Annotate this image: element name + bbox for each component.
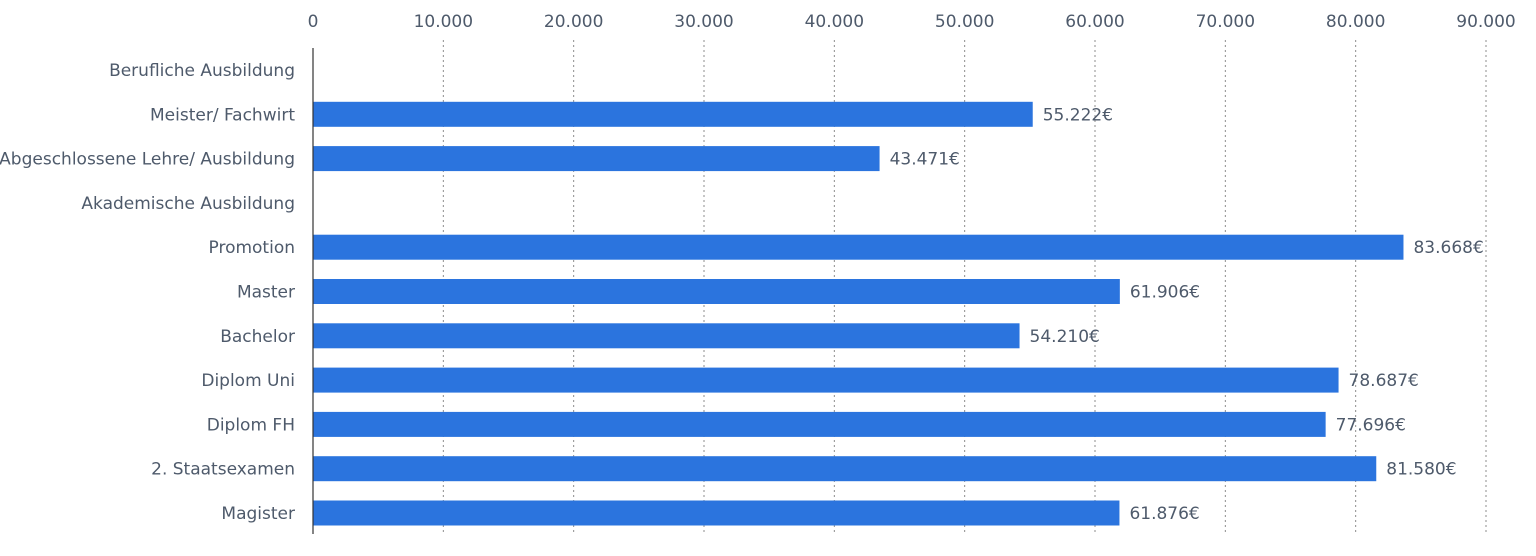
- x-tick-label: 40.000: [805, 12, 864, 32]
- category-label: Master: [237, 283, 295, 303]
- x-tick-label: 20.000: [544, 12, 603, 32]
- bar: [313, 146, 880, 172]
- category-label: Akademische Ausbildung: [81, 194, 295, 214]
- x-tick-label: 80.000: [1326, 12, 1385, 32]
- value-label: 78.687€: [1349, 371, 1419, 391]
- value-label: 83.668€: [1413, 238, 1483, 258]
- bar: [313, 456, 1377, 482]
- category-label: Diplom Uni: [201, 371, 295, 391]
- x-tick-label: 30.000: [674, 12, 733, 32]
- x-tick-label: 10.000: [414, 12, 473, 32]
- value-label: 54.210€: [1030, 327, 1100, 347]
- category-label: Diplom FH: [207, 415, 295, 435]
- value-label: 55.222€: [1043, 105, 1113, 125]
- bar: [313, 101, 1033, 127]
- value-label: 77.696€: [1336, 415, 1406, 435]
- bar: [313, 500, 1120, 526]
- category-label: Bachelor: [220, 327, 295, 347]
- x-tick-label: 0: [308, 12, 319, 32]
- value-label: 61.906€: [1130, 283, 1200, 303]
- value-label: 61.876€: [1129, 504, 1199, 524]
- x-tick-label: 70.000: [1196, 12, 1255, 32]
- bar: [313, 279, 1120, 304]
- x-tick-label: 60.000: [1065, 12, 1124, 32]
- value-label: 81.580€: [1386, 460, 1456, 480]
- bar: [313, 367, 1339, 393]
- category-label: Promotion: [209, 238, 296, 258]
- category-label: Abgeschlossene Lehre/ Ausbildung: [0, 150, 295, 170]
- x-tick-label: 50.000: [935, 12, 994, 32]
- bar: [313, 323, 1020, 349]
- x-tick-label: 90.000: [1456, 12, 1515, 32]
- bar: [313, 411, 1326, 437]
- category-label: Berufliche Ausbildung: [109, 61, 295, 81]
- category-label: 2. Staatsexamen: [151, 460, 295, 480]
- category-label: Magister: [221, 504, 295, 524]
- category-label: Meister/ Fachwirt: [150, 105, 295, 125]
- bar: [313, 234, 1404, 260]
- value-label: 43.471€: [890, 150, 960, 170]
